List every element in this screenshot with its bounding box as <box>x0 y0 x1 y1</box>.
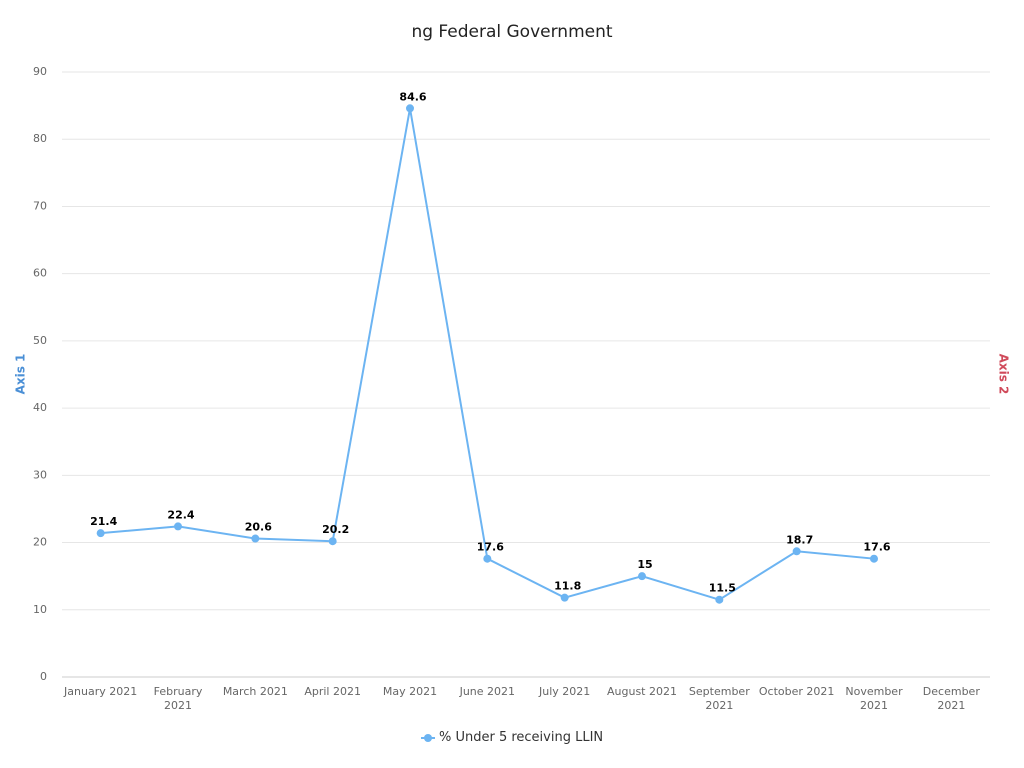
y-tick-label: 50 <box>33 334 47 347</box>
data-label: 20.6 <box>245 521 272 534</box>
data-label: 18.7 <box>786 533 813 546</box>
y-axis-label: Axis 1 <box>14 354 28 395</box>
y-tick-label: 70 <box>33 199 47 212</box>
x-tick-label: September 2021 <box>688 685 750 712</box>
y-tick-label: 40 <box>33 401 47 414</box>
x-tick-label: July 2021 <box>539 685 591 698</box>
data-label: 17.6 <box>863 541 890 554</box>
data-label: 11.8 <box>554 580 581 593</box>
data-label: 17.6 <box>477 541 504 554</box>
data-point <box>560 593 569 602</box>
data-point <box>96 529 105 538</box>
data-point <box>870 554 878 563</box>
data-point <box>328 537 337 546</box>
data-point <box>638 572 646 581</box>
x-tick-label: October 2021 <box>758 685 835 698</box>
y-tick-label: 0 <box>40 670 47 683</box>
chart-title: ng Federal Government <box>411 22 612 42</box>
legend: % Under 5 receiving LLIN <box>0 730 1024 745</box>
data-point <box>792 547 801 556</box>
data-label: 22.4 <box>167 508 194 521</box>
x-tick-label: November 2021 <box>845 685 903 712</box>
y-tick-label: 60 <box>33 267 47 280</box>
data-point <box>483 554 492 563</box>
legend-item[interactable]: % Under 5 receiving LLIN <box>420 730 604 745</box>
y-tick-label: 90 <box>33 65 47 78</box>
data-point <box>715 595 724 604</box>
data-point <box>406 104 414 113</box>
x-tick-label: May 2021 <box>382 685 438 698</box>
x-tick-label: April 2021 <box>304 685 361 698</box>
data-point <box>174 522 182 531</box>
x-tick-label: January 2021 <box>64 685 138 698</box>
y-tick-label: 20 <box>33 536 47 549</box>
x-tick-label: August 2021 <box>607 685 677 698</box>
data-label: 20.2 <box>322 523 349 536</box>
x-tick-label: March 2021 <box>222 685 288 698</box>
x-tick-label: December 2021 <box>922 685 980 712</box>
series-line <box>100 108 875 601</box>
x-tick-label: February 2021 <box>153 685 203 712</box>
x-tick-label: June 2021 <box>459 685 516 698</box>
data-label: 21.4 <box>90 515 117 528</box>
data-label: 11.5 <box>709 582 736 595</box>
y-tick-label: 80 <box>33 132 47 145</box>
legend-marker <box>420 733 435 742</box>
legend-label: % Under 5 receiving LLIN <box>438 730 604 745</box>
data-label: 84.6 <box>399 90 426 103</box>
y-tick-label: 30 <box>33 468 47 481</box>
y2-axis-label: Axis 2 <box>997 354 1011 395</box>
y-tick-label: 10 <box>33 603 47 616</box>
data-point <box>251 534 260 543</box>
data-label: 15 <box>637 558 652 571</box>
